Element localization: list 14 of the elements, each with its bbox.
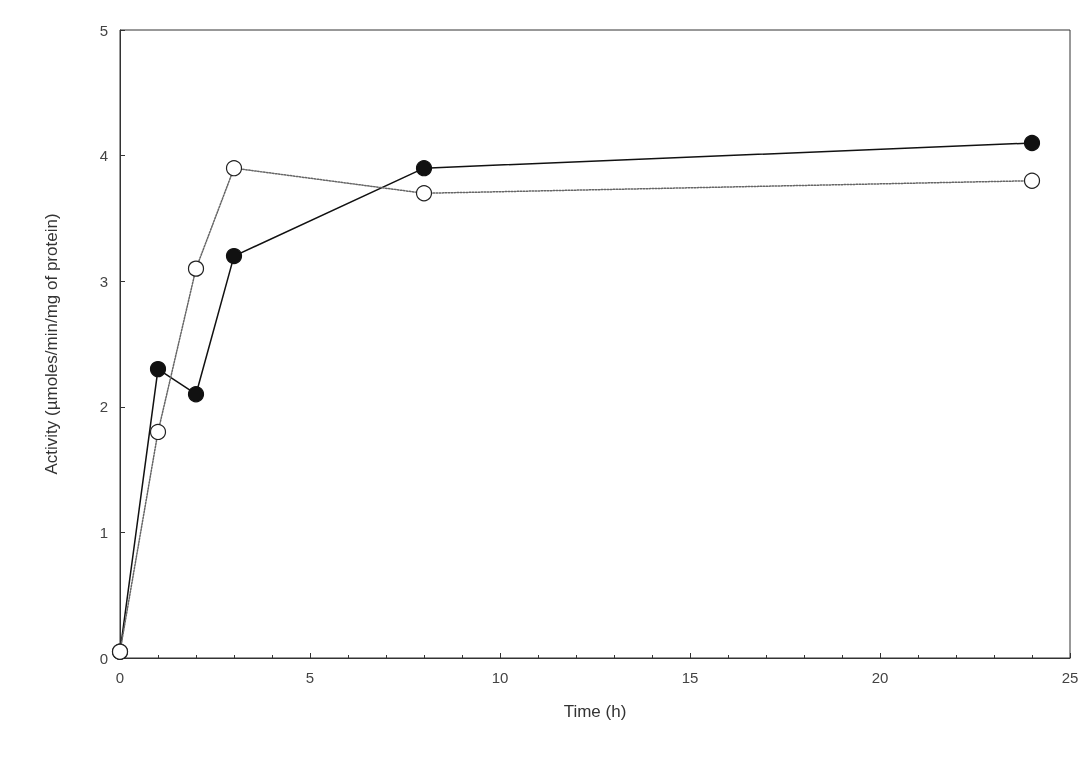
y-tick-label: 5 bbox=[99, 21, 108, 39]
y-axis-title: Activity (µmoles/min/mg of protein) bbox=[42, 213, 61, 475]
x-tick-label: 15 bbox=[681, 669, 699, 686]
y-tick-label: 4 bbox=[99, 147, 108, 165]
y-tick-label: 0 bbox=[99, 649, 108, 667]
x-axis-title: Time (h) bbox=[563, 702, 627, 721]
y-tick-label: 3 bbox=[99, 272, 108, 290]
x-tick-label: 5 bbox=[305, 669, 315, 686]
x-tick-label: 10 bbox=[491, 669, 509, 686]
x-tick-label: 25 bbox=[1061, 669, 1079, 686]
x-tick-label: 20 bbox=[871, 669, 889, 686]
x-tick-label: 0 bbox=[115, 669, 125, 686]
y-tick-label: 2 bbox=[99, 398, 108, 416]
y-tick-label: 1 bbox=[99, 523, 108, 541]
